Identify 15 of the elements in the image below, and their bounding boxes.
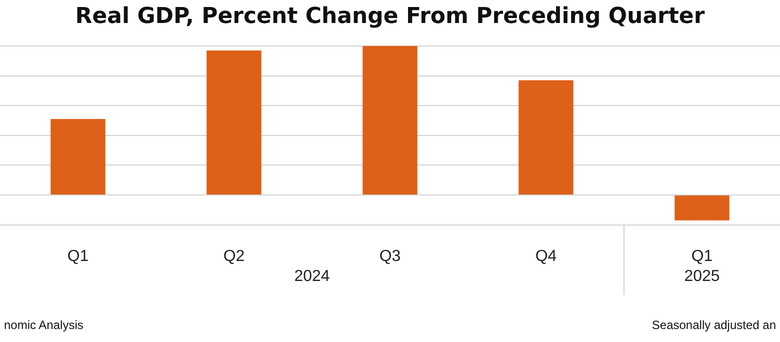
x-tick-label: Q3 — [379, 248, 401, 265]
text: nomic Analysis — [4, 318, 84, 332]
x-tick-label: Q4 — [535, 248, 557, 265]
text: Seasonally adjusted an — [652, 318, 776, 332]
text: 2024 — [294, 268, 330, 285]
bar — [206, 50, 262, 194]
chart-title: Real GDP, Percent Change From Preceding Quarter — [74, 4, 706, 29]
bar — [362, 46, 418, 194]
x-tick-label: Q2 — [223, 248, 245, 265]
x-tick-label: Q1 — [691, 248, 713, 265]
bar — [50, 119, 106, 194]
bar — [518, 80, 574, 194]
text: 2025 — [684, 268, 720, 285]
x-tick-label: Q1 — [67, 248, 89, 265]
bar — [674, 196, 730, 220]
